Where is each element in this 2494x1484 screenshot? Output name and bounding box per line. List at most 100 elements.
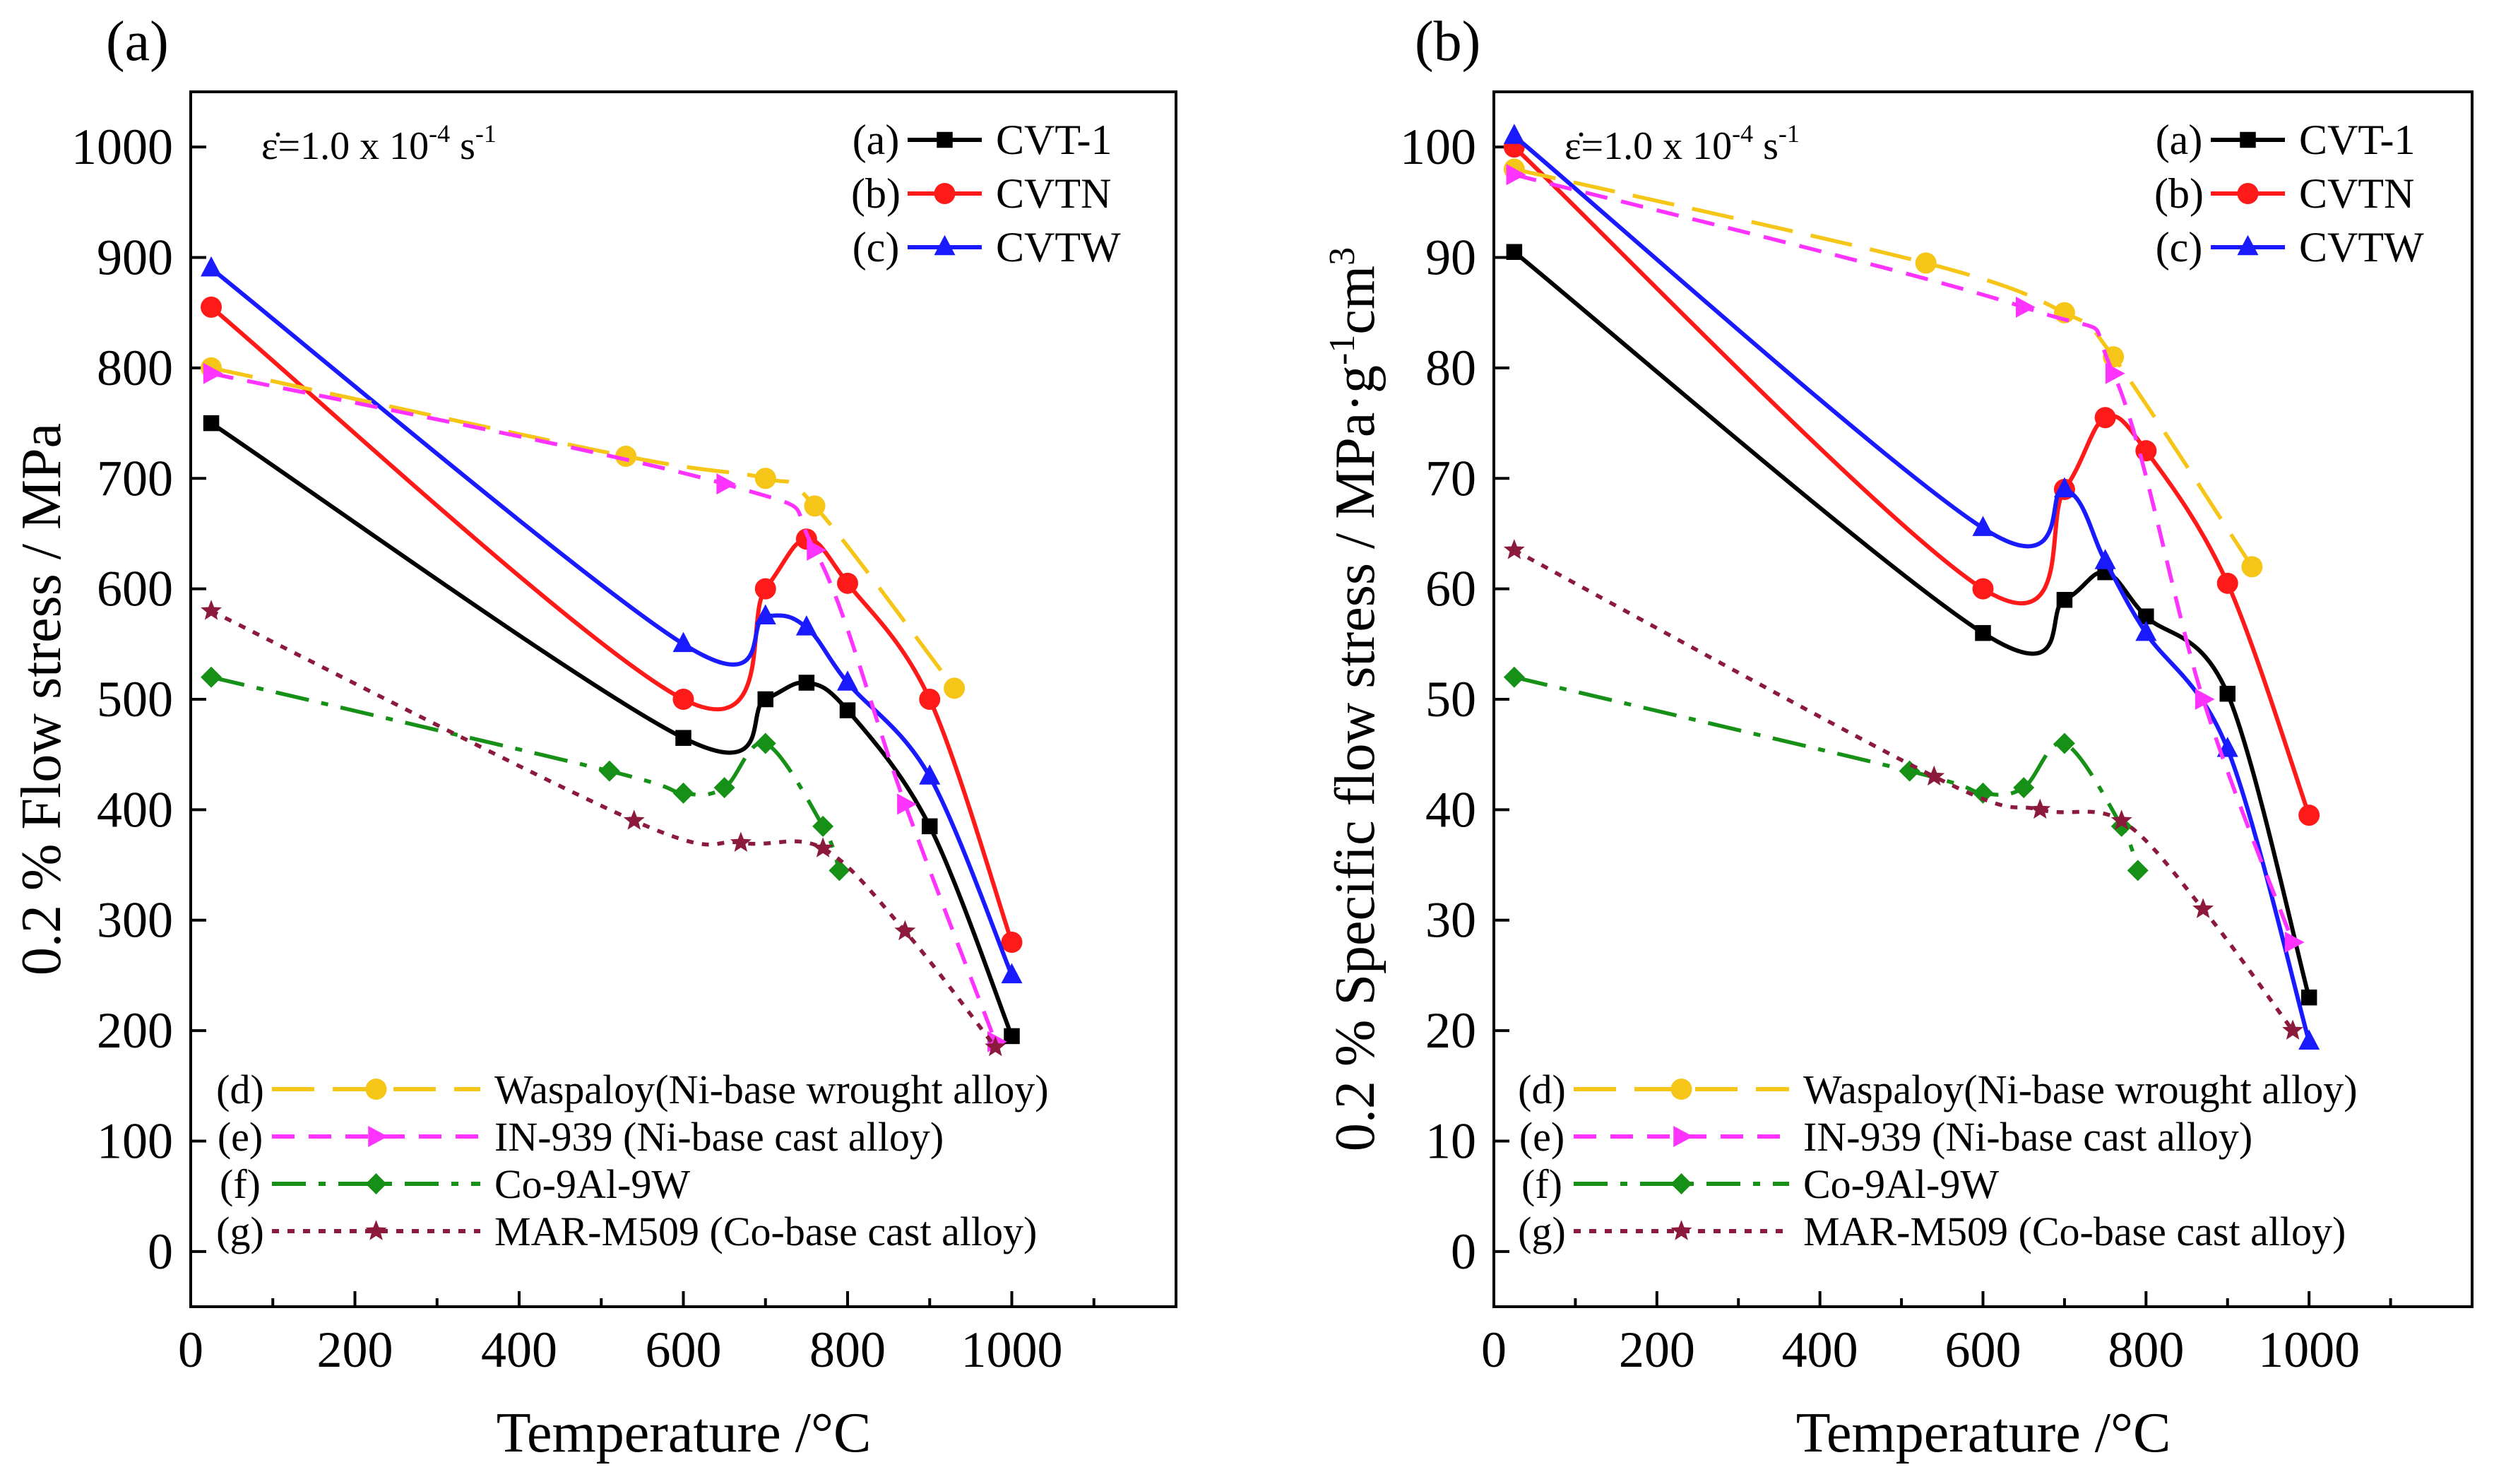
y-tick-label: 400 [97, 781, 173, 838]
x-tick-label: 0 [1481, 1322, 1507, 1378]
legend-swatch-marker [368, 1126, 388, 1147]
panel-a-x-axis-label: Temperature /°C [497, 1402, 872, 1464]
series-line-Waspaloy [210, 366, 956, 690]
data-point-IN-939 [2284, 932, 2305, 953]
panel-b-y-axis-label: 0.2 % Specific flow stress / MPa·g-1cm3 [1322, 247, 1386, 1151]
data-point-CVT-1 [1004, 1028, 1020, 1045]
x-tick-label: 400 [481, 1322, 557, 1378]
data-point-CVT-1 [1975, 624, 1991, 641]
data-point-CVTN [919, 689, 941, 710]
data-point-CVTN [672, 689, 694, 710]
panel-b-series-layer [1503, 124, 2320, 1050]
data-point-MAR-M509 [1503, 539, 1525, 559]
legend-label: CVTN [2299, 170, 2414, 217]
data-point-CVTW [1001, 963, 1023, 984]
legend-item-CVTW: (c) CVTW [2156, 224, 2424, 271]
y-tick-label: 10 [1425, 1112, 1476, 1169]
legend-label: Waspaloy(Ni-base wrought alloy) [1803, 1067, 2358, 1112]
legend-swatch-marker [1670, 1079, 1692, 1100]
data-point-MAR-M509 [730, 831, 752, 853]
data-point-CVTW [201, 256, 222, 277]
panel-a-tick-labels: 0 200 400 600 800 1000 0 100 200 300 400 500 600 700 8… [71, 119, 1063, 1378]
data-point-CVT-1 [675, 730, 691, 746]
data-point-IN-939 [2195, 689, 2215, 710]
legend-tag: (e) [1519, 1114, 1564, 1160]
panel-b-x-axis-label: Temperature /°C [1796, 1402, 2171, 1464]
y-tick-label: 1000 [71, 119, 173, 175]
data-point-CVT-1 [798, 675, 815, 691]
legend-label: MAR-M509 (Co-base cast alloy) [1803, 1209, 2346, 1254]
legend-label: CVTN [996, 170, 1111, 217]
series-MAR-M509 [1503, 539, 2304, 1040]
data-point-CVT-1 [839, 702, 856, 718]
data-point-Co-9Al-9W [672, 782, 694, 804]
data-point-IN-939 [807, 539, 826, 561]
x-tick-label: 200 [1619, 1322, 1695, 1378]
data-point-CVTW [2094, 549, 2116, 569]
data-point-Co-9Al-9W [2053, 732, 2075, 754]
legend-item-Co-9Al-9W: (f) Co-9Al-9W [220, 1161, 690, 1207]
legend-tag: (d) [216, 1067, 264, 1112]
legend-label: IN-939 (Ni-base cast alloy) [494, 1114, 944, 1160]
y-tick-label: 300 [97, 892, 173, 949]
legend-item-Waspaloy: (d) Waspaloy(Ni-base wrought alloy) [1518, 1067, 2357, 1112]
data-point-MAR-M509 [985, 1035, 1006, 1057]
data-point-Waspaloy [615, 446, 637, 467]
data-point-CVTN [837, 572, 858, 594]
data-point-IN-939 [2105, 362, 2125, 384]
data-point-CVT-1 [2056, 592, 2073, 608]
panel-b-tick-labels: 0 200 400 600 800 1000 0 10 20 30 40 50 60 70 80 90 100 [1400, 119, 2360, 1378]
data-point-MAR-M509 [1923, 765, 1945, 786]
legend-label: CVTW [996, 224, 1121, 271]
data-point-CVT-1 [2138, 608, 2154, 624]
data-point-IN-939 [2015, 296, 2036, 318]
data-point-CVTW [754, 604, 776, 624]
legend-tag: (a) [853, 117, 900, 163]
data-point-IN-939 [897, 793, 917, 815]
data-point-Waspaloy [804, 495, 826, 517]
data-point-Co-9Al-9W [201, 666, 222, 688]
legend-swatch-marker [1670, 1220, 1692, 1240]
legend-tag: (c) [853, 224, 900, 271]
legend-swatch-marker [1673, 1126, 1693, 1147]
data-point-CVT-1 [2300, 989, 2317, 1006]
data-point-CVTW [837, 670, 858, 691]
data-point-CVTN [2216, 572, 2238, 594]
data-point-MAR-M509 [812, 837, 834, 857]
legend-tag: (d) [1518, 1067, 1566, 1112]
legend-swatch-marker [937, 131, 953, 148]
legend-label: Co-9Al-9W [1803, 1161, 1999, 1207]
data-point-MAR-M509 [2282, 1019, 2304, 1040]
data-point-MAR-M509 [201, 600, 222, 620]
legend-swatch-marker [2237, 235, 2259, 256]
series-line-Co-9Al-9W [210, 675, 841, 872]
series-Co-9Al-9W [201, 666, 850, 882]
data-point-CVTW [2053, 477, 2075, 498]
data-point-Co-9Al-9W [2127, 860, 2149, 882]
data-point-Waspaloy [1915, 252, 1937, 274]
data-point-MAR-M509 [2110, 809, 2132, 830]
legend-swatch-marker [2240, 131, 2256, 148]
data-point-Co-9Al-9W [2013, 777, 2035, 799]
x-tick-label: 800 [809, 1322, 886, 1378]
x-tick-label: 600 [646, 1322, 722, 1378]
x-tick-label: 400 [1782, 1322, 1858, 1378]
legend-tag: (f) [220, 1161, 261, 1207]
data-point-IN-939 [203, 362, 223, 384]
data-point-MAR-M509 [623, 809, 645, 830]
y-tick-label: 100 [97, 1112, 173, 1169]
data-point-CVTN [1001, 932, 1023, 953]
y-tick-label: 200 [97, 1002, 173, 1059]
x-tick-label: 600 [1945, 1322, 2021, 1378]
x-tick-label: 0 [178, 1322, 203, 1378]
legend-item-CVT-1: (a) CVT-1 [853, 117, 1112, 163]
series-line-IN-939 [1514, 172, 2295, 943]
data-point-Co-9Al-9W [829, 860, 850, 882]
legend-swatch-marker [934, 183, 956, 204]
panel-a-legend: (a) CVT-1 (b) CVTN (c) CVTW (d) Waspaloy(Ni-bas… [216, 117, 1121, 1254]
y-tick-label: 500 [97, 671, 173, 728]
legend-tag: (g) [216, 1209, 264, 1254]
y-tick-label: 600 [97, 561, 173, 617]
y-tick-label: 90 [1425, 230, 1476, 286]
data-point-CVTW [795, 615, 817, 636]
